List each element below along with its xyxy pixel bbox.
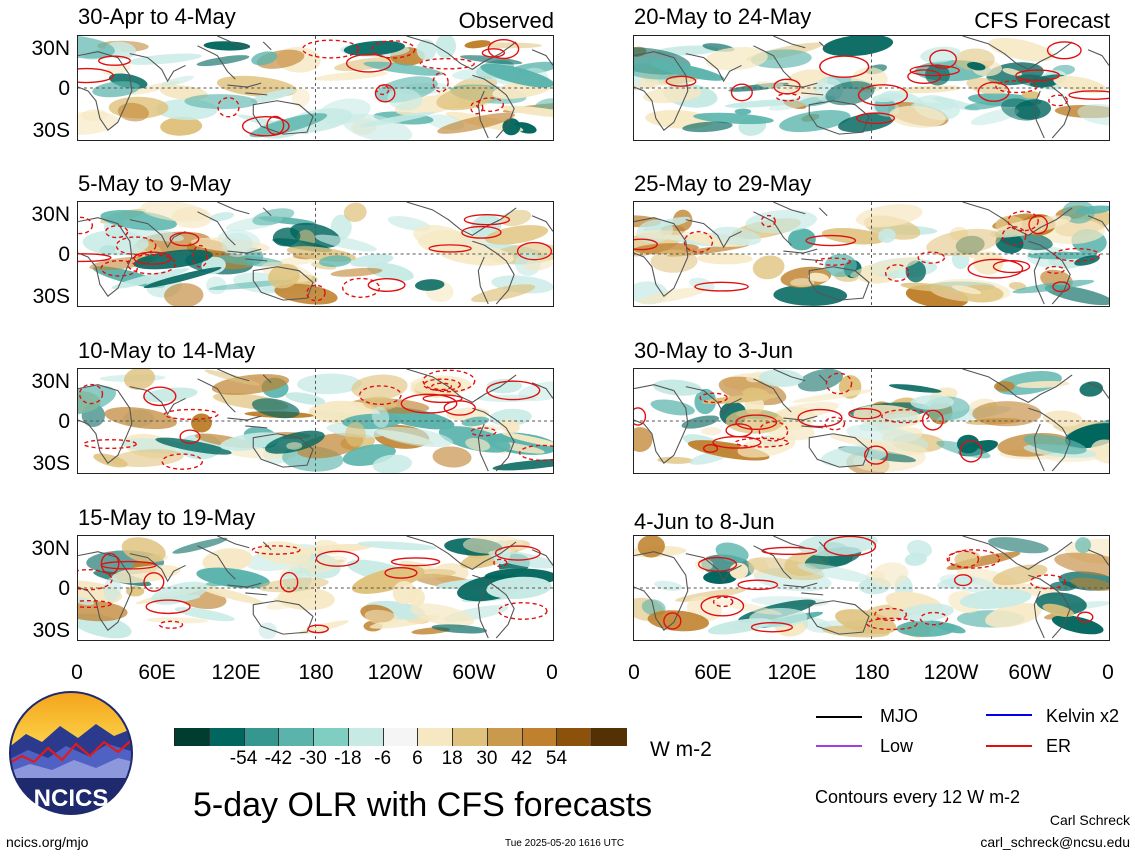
forecast-label: CFS Forecast: [974, 8, 1110, 33]
legend-swatch-low: [816, 745, 862, 747]
lon-label: 0: [628, 661, 640, 684]
lon-label: 180: [854, 661, 890, 684]
legend-label-mjo: MJO: [880, 706, 918, 726]
colorbar-cell: [557, 728, 593, 746]
panel-title: 30-May to 3-Jun: [634, 338, 793, 363]
olr-map: [78, 36, 553, 140]
lon-label: 60W: [452, 661, 496, 684]
colorbar-cell: [487, 728, 523, 746]
lat-label: 30S: [32, 285, 70, 308]
lon-label: 0: [1102, 661, 1114, 684]
panel-title: 20-May to 24-May: [634, 4, 812, 29]
colorbar-tick-label: 42: [511, 748, 533, 769]
colorbar-cell: [314, 728, 349, 746]
lon-label: 180: [298, 661, 334, 684]
olr-map-observed-1: [77, 35, 554, 141]
colorbar-tick-label: -18: [334, 748, 362, 769]
panel-title: 15-May to 19-May: [78, 505, 256, 530]
logo-text: NCICS: [34, 785, 109, 812]
olr-map-forecast-2: [633, 201, 1110, 307]
lon-label: 60E: [694, 661, 732, 684]
olr-map-forecast-3: [633, 368, 1110, 474]
lon-label: 120W: [923, 661, 979, 684]
legend-swatch-kelvin: [986, 714, 1032, 716]
lat-label: 30S: [32, 619, 70, 642]
lat-label: 0: [58, 243, 70, 266]
lat-label: 30S: [32, 452, 70, 475]
colorbar-cell: [244, 728, 280, 746]
olr-map: [634, 536, 1109, 640]
colorbar-cell: [383, 728, 419, 746]
olr-map-observed-4: [77, 535, 554, 641]
timestamp: Tue 2025-05-20 1616 UTC: [505, 838, 625, 849]
colorbar-cell: [592, 728, 627, 746]
colorbar-tick-label: 30: [476, 748, 498, 769]
olr-map: [78, 369, 553, 473]
colorbar-tick-label: 18: [441, 748, 463, 769]
legend-label-low: Low: [880, 736, 914, 756]
author-name: Carl Schreck: [1049, 812, 1130, 828]
olr-map-forecast-1: [633, 35, 1110, 141]
colorbar-cell: [279, 728, 315, 746]
colorbar: [174, 728, 627, 746]
olr-map: [634, 202, 1109, 306]
lat-label: 30N: [31, 203, 70, 226]
lat-label: 0: [58, 577, 70, 600]
colorbar-tick-label: -42: [264, 748, 293, 769]
legend-swatch-mjo: [816, 716, 862, 718]
lat-label: 30N: [31, 370, 70, 393]
colorbar-cell: [418, 728, 454, 746]
olr-map: [634, 36, 1109, 140]
colorbar-tick-label: 6: [412, 748, 423, 769]
olr-map: [634, 369, 1109, 473]
legend-label-er: ER: [1046, 736, 1072, 756]
olr-map: [78, 202, 553, 306]
colorbar-tick-label: 54: [545, 748, 568, 769]
panel-title: 4-Jun to 8-Jun: [634, 509, 775, 534]
lon-label: 120W: [367, 661, 423, 684]
lat-label: 0: [58, 410, 70, 433]
panel-title: 5-May to 9-May: [78, 171, 231, 196]
panel-title: 25-May to 29-May: [634, 171, 812, 196]
main-title: 5-day OLR with CFS forecasts: [193, 786, 653, 824]
olr-map-observed-2: [77, 201, 554, 307]
legend-swatch-er: [986, 745, 1032, 747]
lat-label: 30S: [32, 119, 70, 142]
colorbar-tick-label: -30: [299, 748, 327, 769]
observed-label: Observed: [458, 8, 554, 33]
lon-label: 60E: [138, 661, 176, 684]
colorbar-cell: [209, 728, 245, 746]
olr-map-forecast-4: [633, 535, 1110, 641]
lon-label: 120E: [767, 661, 817, 684]
lat-label: 30N: [31, 537, 70, 560]
lon-label: 120E: [211, 661, 261, 684]
colorbar-tick-label: -6: [374, 748, 392, 769]
panel-title: 30-Apr to 4-May: [78, 4, 236, 29]
colorbar-cell: [453, 728, 488, 746]
contour-note: Contours every 12 W m-2: [815, 787, 1021, 807]
units-label: W m-2: [650, 738, 712, 761]
site-url: ncics.org/mjo: [6, 834, 89, 850]
olr-map-observed-3: [77, 368, 554, 474]
olr-map: [78, 536, 553, 640]
lon-label: 0: [71, 661, 83, 684]
lat-label: 0: [58, 77, 70, 100]
colorbar-cell: [348, 728, 384, 746]
lat-label: 30N: [31, 37, 70, 60]
colorbar-cell: [175, 728, 210, 746]
legend-label-kelvin: Kelvin x2: [1046, 706, 1120, 726]
ncics-logo: NCICS: [8, 690, 134, 816]
lon-label: 60W: [1008, 661, 1052, 684]
panel-title: 10-May to 14-May: [78, 338, 256, 363]
lon-label: 0: [546, 661, 558, 684]
colorbar-tick-label: -54: [229, 748, 258, 769]
author-email: carl_schreck@ncsu.edu: [980, 834, 1130, 850]
colorbar-cell: [522, 728, 558, 746]
